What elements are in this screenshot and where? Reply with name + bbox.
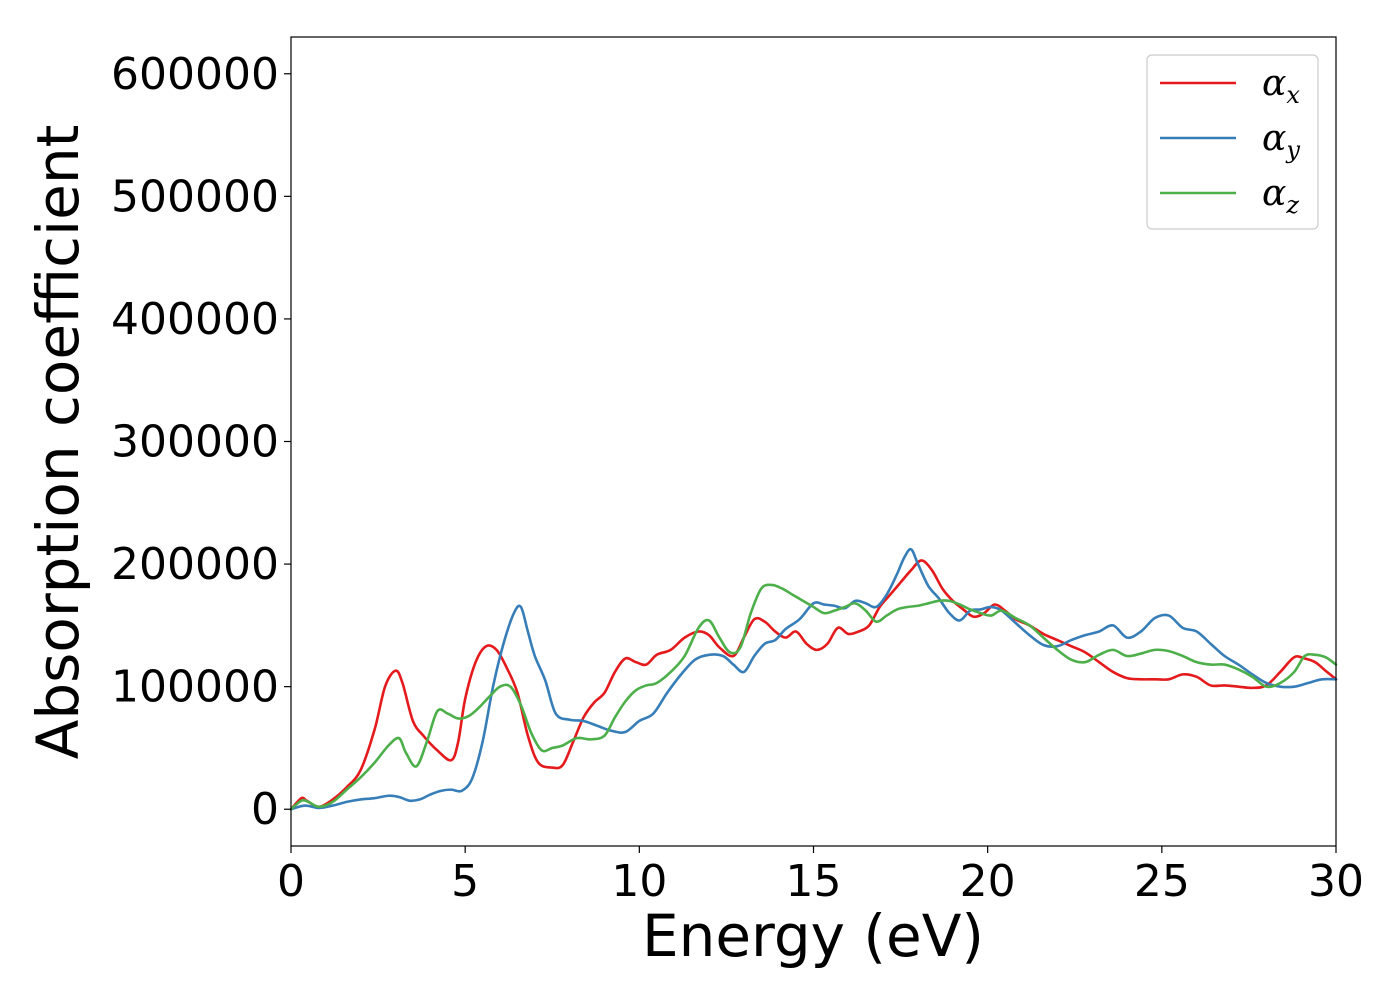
series-lines (289, 547, 1338, 811)
y-axis-title: Absorption coefficient (24, 125, 92, 760)
x-tick-label: 20 (960, 856, 1016, 907)
x-tick-label: 15 (786, 856, 842, 907)
y-tick-label: 600000 (111, 49, 279, 100)
y-tick-label: 100000 (111, 662, 279, 713)
x-tick-label: 30 (1308, 856, 1364, 907)
x-tick-label: 10 (611, 856, 667, 907)
series-line-z (289, 583, 1338, 811)
series-line-y (289, 547, 1338, 811)
x-axis-title: Energy (eV) (642, 902, 984, 970)
x-tick-label: 25 (1134, 856, 1190, 907)
legend-label-y: αy (1262, 118, 1300, 164)
x-tick-label: 5 (451, 856, 479, 907)
y-axis-ticks: 0 100000 200000 300000 400000 500000 600000 (111, 49, 291, 835)
y-tick-label: 0 (251, 784, 279, 835)
legend: αx αy αz (1146, 54, 1319, 230)
series-line-x (289, 559, 1338, 811)
x-tick-label: 0 (277, 856, 305, 907)
y-tick-label: 500000 (111, 171, 279, 222)
y-tick-label: 200000 (111, 539, 279, 590)
y-tick-label: 300000 (111, 417, 279, 468)
x-axis-ticks: 0 5 10 15 20 25 30 (277, 846, 1364, 907)
legend-label-x: αx (1262, 63, 1300, 109)
legend-box (1146, 54, 1319, 230)
y-tick-label: 400000 (111, 294, 279, 345)
legend-label-z: αz (1262, 173, 1299, 219)
